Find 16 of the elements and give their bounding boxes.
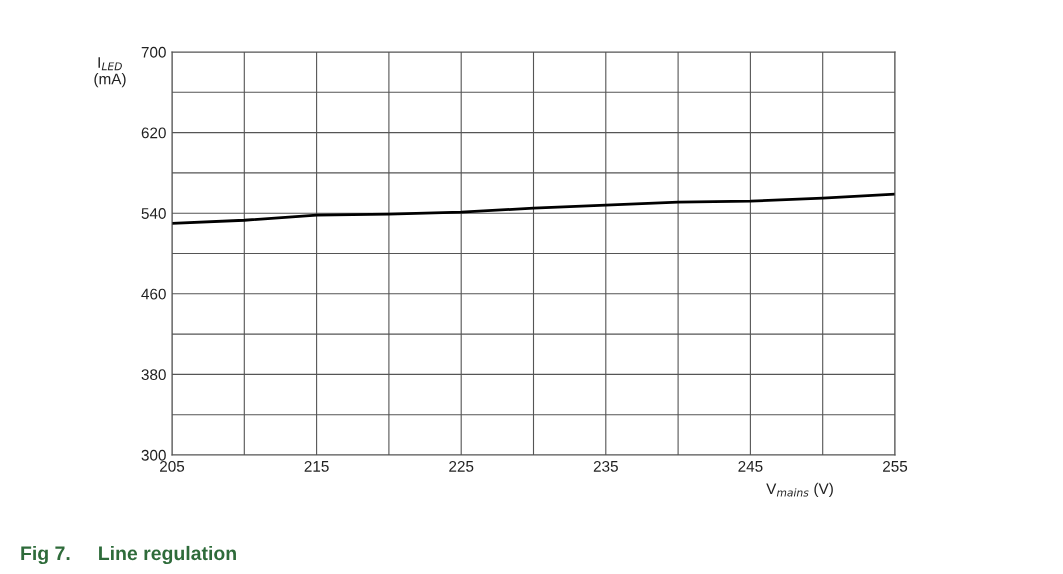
x-tick-label: 235 xyxy=(593,460,618,472)
x-tick-label: 255 xyxy=(883,460,908,472)
x-tick-label: 205 xyxy=(160,460,185,472)
y-tick-label: 620 xyxy=(141,127,166,139)
y-tick-label: 540 xyxy=(141,208,166,219)
caption: Fig 7. Line regulation xyxy=(21,545,236,565)
y-tick-label: 380 xyxy=(141,369,166,381)
y-tick-label: 300 xyxy=(141,449,166,461)
x-axis-title: V$_{mains}$ (V) xyxy=(766,482,833,498)
line-series xyxy=(172,192,895,225)
x-tick-label: 225 xyxy=(449,460,474,472)
y-tick-label: 460 xyxy=(141,288,166,300)
y-axis-title: I$_{LED}$ (mA) xyxy=(94,57,126,88)
x-tick-label: 215 xyxy=(304,460,329,472)
y-tick-label: 700 xyxy=(141,46,166,58)
x-tick-label: 245 xyxy=(738,460,763,472)
